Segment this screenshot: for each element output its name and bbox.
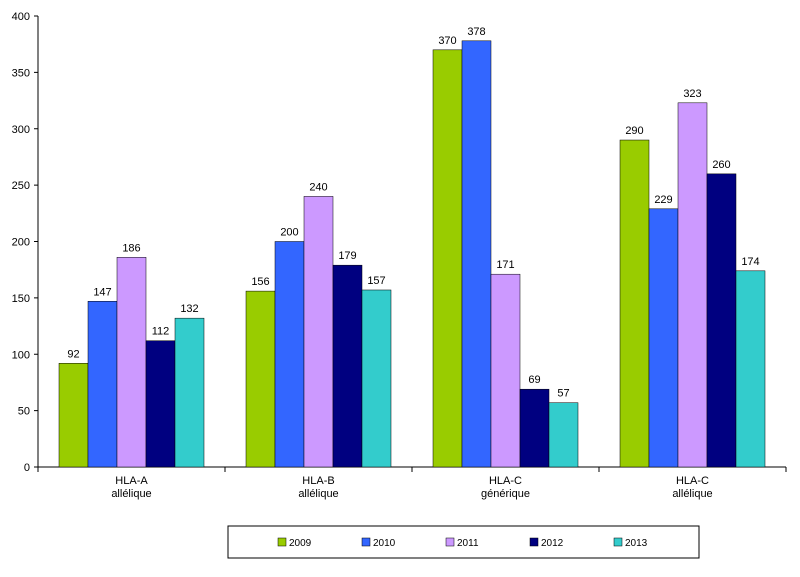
bar-2011 (116, 257, 147, 468)
data-label: 174 (741, 256, 759, 268)
bar-2010 (648, 208, 679, 468)
data-label: 92 (67, 348, 79, 360)
legend-label: 2012 (541, 538, 564, 549)
x-category-label: générique (481, 488, 530, 500)
y-tick-label: 0 (24, 462, 30, 474)
legend-swatch-2011 (445, 537, 455, 547)
y-tick-label: 100 (12, 349, 30, 361)
x-category-label: allélique (672, 488, 712, 500)
data-label: 240 (309, 181, 327, 193)
x-category-label: HLA-A (115, 475, 148, 487)
bar-2012 (145, 340, 176, 468)
bar-2011 (490, 273, 521, 468)
legend-swatch-2013 (613, 537, 623, 547)
bar-2012 (332, 264, 363, 468)
y-tick-label: 250 (12, 180, 30, 192)
data-label: 200 (280, 227, 298, 239)
legend-label: 2013 (625, 538, 648, 549)
bar-2010 (461, 40, 492, 468)
y-tick-label: 300 (12, 124, 30, 136)
legend-label: 2009 (289, 538, 312, 549)
data-labels: 92 147 186 112 132 156 200 240 179 157 370 378 171 69… (67, 26, 759, 400)
bar-2009 (619, 139, 650, 468)
bar-2012 (519, 388, 550, 468)
y-tick-label: 50 (18, 406, 30, 418)
y-tick-label: 200 (12, 237, 30, 249)
data-label: 132 (180, 303, 198, 315)
data-label: 147 (93, 286, 111, 298)
data-label: 156 (251, 276, 269, 288)
data-label: 260 (712, 159, 730, 171)
bar-2009 (245, 290, 276, 468)
bar-2011 (677, 102, 708, 468)
legend-swatch-2009 (277, 537, 287, 547)
data-label: 370 (438, 35, 456, 47)
data-label: 229 (654, 194, 672, 206)
data-label: 323 (683, 88, 701, 100)
data-label: 112 (152, 326, 170, 338)
y-tick-label: 150 (12, 293, 30, 305)
bar-2009 (432, 49, 463, 468)
data-label: 179 (338, 250, 356, 262)
bar-2012 (706, 173, 737, 468)
y-tick-label: 350 (12, 67, 30, 79)
data-label: 290 (625, 125, 643, 137)
bar-2010 (274, 241, 305, 468)
x-category-label: HLA-C (489, 475, 522, 487)
bars (58, 40, 766, 468)
legend-label: 2011 (457, 538, 479, 549)
y-tick-label: 400 (12, 11, 30, 23)
bar-2013 (361, 289, 392, 468)
data-label: 378 (467, 26, 485, 38)
bar-2009 (58, 363, 89, 468)
data-label: 171 (496, 259, 514, 271)
x-category-label: HLA-B (302, 475, 334, 487)
bar-2013 (548, 402, 579, 468)
axes: 050100150200250300350400HLA-AalléliqueHL… (12, 11, 787, 500)
bar-2011 (303, 196, 334, 468)
legend-swatch-2010 (361, 537, 371, 547)
x-category-label: allélique (111, 488, 151, 500)
legend: 2009 2010 2011 2012 2013 (227, 525, 700, 559)
bar-2013 (174, 317, 205, 468)
data-label: 157 (367, 275, 385, 287)
x-category-label: HLA-C (676, 475, 709, 487)
bar-2013 (735, 270, 766, 468)
data-label: 186 (122, 242, 140, 254)
bar-2010 (87, 301, 118, 468)
legend-swatch-2012 (529, 537, 539, 547)
data-label: 69 (528, 374, 540, 386)
x-category-label: allélique (298, 488, 338, 500)
legend-label: 2010 (373, 538, 396, 549)
data-label: 57 (557, 388, 569, 400)
